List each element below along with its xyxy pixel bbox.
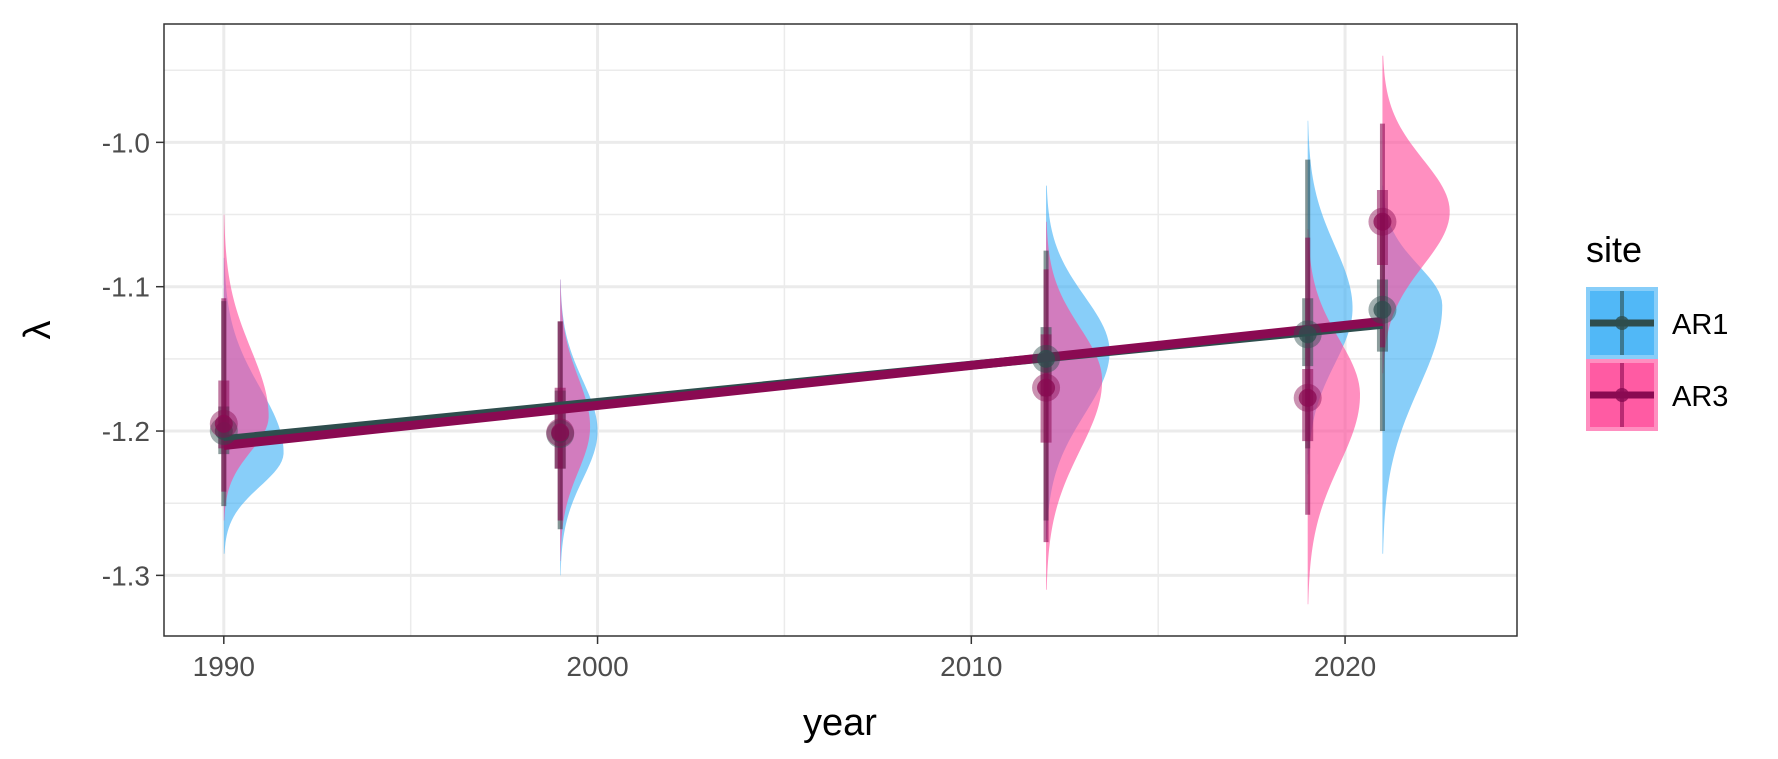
point-AR3 xyxy=(551,423,570,442)
legend-label-AR1: AR1 xyxy=(1672,309,1728,341)
point-AR1 xyxy=(1298,325,1317,344)
y-tick-label: -1.1 xyxy=(102,272,150,303)
x-tick-label: 1990 xyxy=(193,651,255,682)
grid xyxy=(164,24,1517,636)
point-AR3 xyxy=(1037,378,1056,397)
x-tick-label: 2010 xyxy=(940,651,1002,682)
x-tick-label: 2020 xyxy=(1314,651,1376,682)
trend-line-AR3 xyxy=(223,316,1383,450)
y-tick-label: -1.3 xyxy=(102,560,150,591)
legend: site AR1 AR3 xyxy=(1586,229,1728,431)
point-AR3 xyxy=(214,414,233,433)
point-AR3 xyxy=(1373,212,1392,231)
y-tick-label: -1.0 xyxy=(102,127,150,158)
trend-line-layer xyxy=(223,316,1383,450)
point-AR3 xyxy=(1298,388,1317,407)
legend-title: site xyxy=(1586,229,1642,270)
x-tick-label: 2000 xyxy=(566,651,628,682)
y-tick-label: -1.2 xyxy=(102,416,150,447)
density-AR3-2019 xyxy=(1307,228,1360,605)
point-AR1 xyxy=(1037,349,1056,368)
x-axis-title: year xyxy=(803,702,877,744)
density-AR3-1999 xyxy=(560,279,591,561)
density-AR3-2021 xyxy=(1382,55,1450,374)
density-AR3-2012 xyxy=(1046,221,1103,590)
point-layer xyxy=(209,207,1397,448)
legend-label-AR3: AR3 xyxy=(1672,381,1728,413)
y-axis: -1.3 -1.2 -1.1 -1.0 xyxy=(102,127,164,591)
legend-key-point-AR3 xyxy=(1615,388,1629,402)
point-AR1 xyxy=(1373,300,1392,319)
y-axis-title: λ xyxy=(17,321,59,340)
x-axis: 1990 2000 2010 2020 xyxy=(193,636,1376,682)
panel-border xyxy=(163,23,1518,637)
legend-key-point-AR1 xyxy=(1615,316,1629,330)
